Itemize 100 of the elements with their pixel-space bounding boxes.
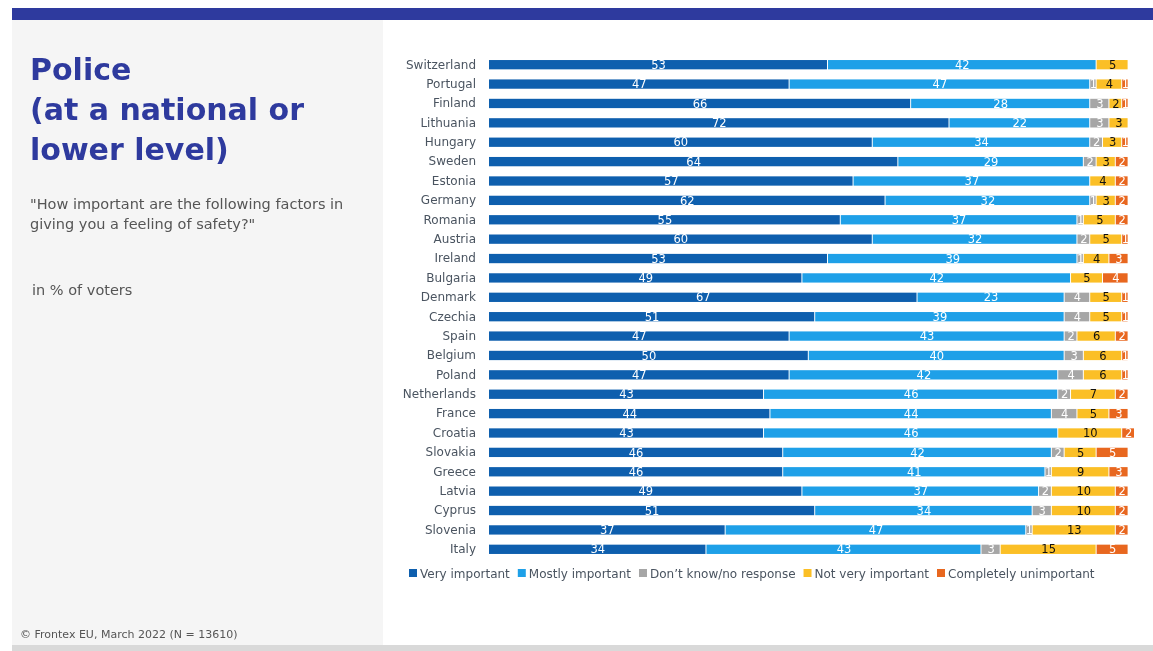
data-label: 64 xyxy=(686,154,701,169)
bar xyxy=(1103,273,1128,283)
data-label: 43 xyxy=(619,387,634,402)
data-label: 42 xyxy=(929,271,945,286)
data-label: 46 xyxy=(903,426,919,441)
data-label: 7 xyxy=(1089,387,1098,402)
data-label: 47 xyxy=(631,77,647,92)
data-label: 49 xyxy=(638,271,654,286)
bar xyxy=(853,176,1090,186)
bar xyxy=(489,544,706,554)
bar xyxy=(489,234,872,244)
data-label: 2 xyxy=(1092,135,1101,150)
data-label: 42 xyxy=(916,367,932,382)
y-tick-label: Denmark xyxy=(420,290,477,305)
bar xyxy=(489,118,949,128)
bar xyxy=(489,331,789,341)
y-tick-label: Switzerland xyxy=(406,57,476,72)
data-label: 4 xyxy=(1112,271,1120,286)
bar xyxy=(827,253,1077,264)
data-label: 6 xyxy=(1099,348,1107,363)
data-label: 23 xyxy=(983,290,999,305)
y-tick-label: Ireland xyxy=(434,251,476,266)
data-label: 2 xyxy=(1041,484,1050,499)
bar xyxy=(949,118,1090,128)
data-label: 10 xyxy=(1082,426,1098,441)
data-label: 2 xyxy=(1118,212,1126,227)
bar xyxy=(489,273,802,283)
data-label: 50 xyxy=(641,348,657,363)
data-label: 2 xyxy=(1118,503,1126,518)
bar xyxy=(872,137,1090,147)
bar xyxy=(1090,176,1115,186)
bar xyxy=(489,486,802,496)
text: Police (at a national or lower level) xyxy=(30,51,304,169)
bar xyxy=(489,60,827,70)
bar xyxy=(1071,273,1103,283)
data-label: 37 xyxy=(600,523,615,538)
data-label: 3 xyxy=(1102,193,1110,208)
data-label: 6 xyxy=(1099,367,1107,382)
bar xyxy=(789,79,1090,89)
data-label: 3 xyxy=(1115,406,1123,421)
y-tick-label: Latvia xyxy=(439,483,476,498)
data-label: 4 xyxy=(1092,251,1101,266)
data-label: 34 xyxy=(974,135,989,150)
data-label: 1 xyxy=(1076,212,1085,227)
data-label: 3 xyxy=(1115,251,1123,266)
bar xyxy=(789,331,1064,341)
data-label: 6 xyxy=(1092,329,1101,344)
data-label: 4 xyxy=(1067,367,1075,382)
data-label: 5 xyxy=(1076,445,1085,460)
bar xyxy=(827,60,1096,70)
bar xyxy=(815,312,1064,322)
data-label: 3 xyxy=(1070,348,1078,363)
data-label: 43 xyxy=(619,426,634,441)
bar xyxy=(783,447,1051,458)
data-label: 2 xyxy=(1124,426,1133,441)
data-label: 1 xyxy=(1044,464,1053,479)
y-tick-label: Sweden xyxy=(428,154,476,169)
data-label: 34 xyxy=(916,503,932,518)
data-label: 1 xyxy=(1121,290,1130,305)
data-label: 10 xyxy=(1076,484,1092,499)
bar xyxy=(489,505,815,516)
data-label: 10 xyxy=(1076,503,1092,518)
y-tick-label: Estonia xyxy=(431,173,476,188)
bar xyxy=(489,467,783,477)
data-label: 4 xyxy=(1073,309,1082,324)
data-label: 57 xyxy=(663,174,679,189)
data-label: 2 xyxy=(1118,484,1126,499)
data-label: 2 xyxy=(1067,329,1075,344)
y-tick-label: Netherlands xyxy=(402,387,476,402)
data-label: 49 xyxy=(638,484,654,499)
data-label: 66 xyxy=(692,96,708,111)
data-label: 2 xyxy=(1118,174,1126,189)
bar xyxy=(764,389,1058,399)
data-label: 22 xyxy=(1012,115,1028,130)
data-label: 72 xyxy=(711,115,727,130)
bar xyxy=(489,292,917,302)
data-label: 1 xyxy=(1121,135,1130,150)
data-label: 5 xyxy=(1108,445,1117,460)
data-label: 2 xyxy=(1118,523,1126,538)
data-label: 47 xyxy=(631,367,647,382)
data-label: 43 xyxy=(836,542,852,557)
data-label: 4 xyxy=(1060,406,1069,421)
y-tick-label: Spain xyxy=(442,328,476,343)
bar xyxy=(815,505,1032,516)
data-label: 60 xyxy=(673,135,689,150)
data-label: 1 xyxy=(1089,193,1098,208)
bar xyxy=(489,447,783,458)
y-tick-label: Finland xyxy=(433,96,476,111)
legend-label: Mostly important xyxy=(528,566,632,581)
data-label: 55 xyxy=(657,212,673,227)
data-label: 2 xyxy=(1112,96,1120,111)
data-label: 37 xyxy=(913,484,929,499)
bar xyxy=(489,428,764,438)
bar xyxy=(764,428,1058,438)
data-label: 44 xyxy=(622,406,638,421)
data-label: 43 xyxy=(919,329,935,344)
y-tick-label: Slovenia xyxy=(424,522,476,537)
bar xyxy=(840,215,1077,225)
y-tick-label: Belgium xyxy=(426,348,476,363)
data-label: 44 xyxy=(903,406,919,421)
